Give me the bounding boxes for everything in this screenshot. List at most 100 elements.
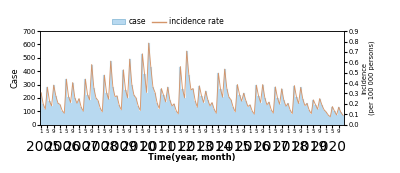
Bar (179, 66, 182, 125)
Bar (253, 114, 255, 125)
Bar (135, 98, 137, 125)
Bar (40, 93, 42, 125)
Bar (211, 103, 213, 125)
Bar (321, 105, 323, 125)
Bar (42, 104, 44, 125)
Bar (122, 70, 124, 125)
Bar (226, 89, 228, 125)
Bar (167, 87, 169, 125)
Bar (260, 103, 262, 125)
Bar (114, 97, 116, 125)
Bar (224, 69, 226, 125)
Bar (101, 112, 103, 125)
Bar (278, 104, 281, 125)
Bar (146, 93, 148, 125)
Bar (126, 98, 129, 125)
Bar (188, 75, 190, 125)
Bar (228, 97, 230, 125)
Bar (97, 101, 99, 125)
Bar (137, 106, 139, 125)
Bar (327, 115, 329, 125)
Bar (108, 99, 110, 125)
Legend: case, incidence rate: case, incidence rate (109, 14, 227, 30)
Bar (247, 107, 249, 125)
Bar (164, 102, 167, 125)
Bar (116, 96, 118, 125)
Bar (255, 85, 258, 125)
Bar (80, 107, 82, 125)
Bar (340, 112, 342, 125)
Bar (334, 111, 336, 125)
Bar (304, 106, 306, 125)
Bar (129, 59, 131, 125)
Bar (236, 85, 238, 125)
Bar (338, 107, 340, 125)
Bar (76, 103, 78, 125)
Y-axis label: Case: Case (10, 67, 20, 88)
Bar (148, 43, 150, 125)
Bar (182, 89, 184, 125)
Bar (232, 107, 234, 125)
Bar (293, 86, 296, 125)
Bar (196, 107, 198, 125)
Bar (156, 103, 158, 125)
Bar (213, 109, 215, 125)
Bar (243, 93, 245, 125)
Bar (272, 113, 274, 125)
Bar (276, 98, 278, 125)
Bar (234, 112, 236, 125)
Bar (298, 103, 300, 125)
Bar (258, 96, 260, 125)
Bar (184, 98, 186, 125)
Bar (200, 96, 202, 125)
Bar (118, 105, 120, 125)
Bar (198, 86, 200, 125)
Bar (131, 85, 133, 125)
Bar (171, 106, 173, 125)
Bar (88, 100, 91, 125)
Bar (283, 100, 285, 125)
Bar (194, 101, 196, 125)
Bar (46, 87, 48, 125)
Bar (154, 93, 156, 125)
Bar (240, 101, 243, 125)
Bar (93, 88, 95, 125)
Bar (266, 105, 268, 125)
Bar (74, 98, 76, 125)
Bar (308, 110, 310, 125)
Bar (306, 103, 308, 125)
Bar (63, 113, 65, 125)
Bar (133, 95, 135, 125)
Bar (329, 117, 331, 125)
Bar (110, 61, 112, 125)
Bar (82, 111, 84, 125)
Bar (287, 103, 289, 125)
Bar (222, 97, 224, 125)
Bar (342, 115, 344, 125)
Bar (78, 99, 80, 125)
Bar (270, 110, 272, 125)
Bar (177, 114, 179, 125)
Bar (285, 106, 287, 125)
Bar (323, 110, 325, 125)
Bar (316, 109, 319, 125)
Bar (91, 65, 93, 125)
Bar (262, 85, 264, 125)
Bar (99, 108, 101, 125)
Bar (50, 106, 53, 125)
Bar (55, 96, 57, 125)
Bar (245, 101, 247, 125)
Bar (120, 110, 122, 125)
Bar (192, 89, 194, 125)
Bar (264, 98, 266, 125)
Bar (162, 95, 164, 125)
Bar (300, 88, 302, 125)
Bar (296, 97, 298, 125)
Bar (220, 89, 222, 125)
Bar (251, 111, 253, 125)
Bar (205, 91, 207, 125)
Bar (230, 100, 232, 125)
Bar (59, 104, 61, 125)
Bar (144, 74, 146, 125)
Bar (319, 99, 321, 125)
